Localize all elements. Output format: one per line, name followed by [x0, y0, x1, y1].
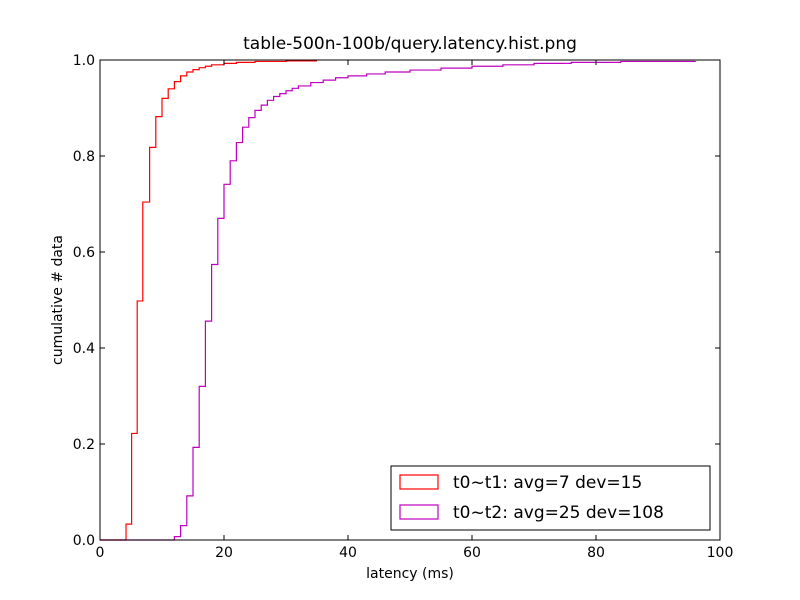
legend-swatch-2 — [399, 504, 439, 520]
x-tick-label: 100 — [707, 545, 734, 561]
x-tick-label: 40 — [339, 545, 357, 561]
y-tick-label: 0.6 — [73, 245, 95, 261]
legend: t0~t1: avg=7 dev=15 t0~t2: avg=25 dev=108 — [390, 465, 711, 531]
x-tick-label: 80 — [587, 545, 605, 561]
plot-area — [100, 60, 720, 540]
x-tick-label: 0 — [96, 545, 105, 561]
legend-box — [390, 465, 711, 531]
y-tick-label: 0.8 — [73, 149, 95, 165]
chart-title: table-500n-100b/query.latency.hist.png — [243, 34, 577, 54]
series-line-1 — [100, 60, 317, 541]
x-tick-label: 20 — [215, 545, 233, 561]
y-tick-label: 0.4 — [73, 341, 95, 357]
y-tick-label: 0.0 — [73, 533, 95, 549]
y-axis-label: cumulative # data — [50, 235, 66, 365]
y-tick-label: 1.0 — [73, 53, 95, 69]
series-layer — [100, 60, 696, 541]
x-axis-label: latency (ms) — [366, 566, 454, 582]
series-line-2 — [100, 60, 696, 541]
ticks-layer: 0 20 40 60 80 100 0.0 0.2 0.4 0.6 0.8 1.0 — [73, 53, 734, 561]
y-tick-label: 0.2 — [73, 437, 95, 453]
x-tick-label: 60 — [463, 545, 481, 561]
legend-label-2: t0~t2: avg=25 dev=108 — [453, 503, 664, 523]
legend-label-1: t0~t1: avg=7 dev=15 — [453, 473, 642, 493]
legend-swatch-1 — [399, 474, 439, 490]
plot-frame — [99, 59, 721, 541]
